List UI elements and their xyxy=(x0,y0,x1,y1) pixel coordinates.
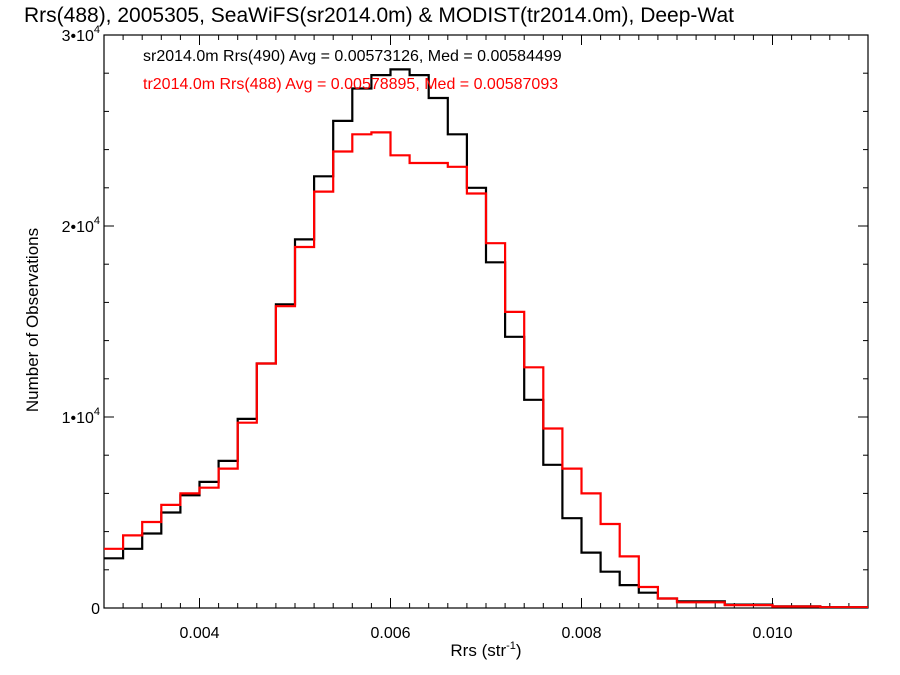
series-2-point xyxy=(255,362,258,365)
series-1-point xyxy=(485,261,487,264)
series-1-point xyxy=(198,481,201,483)
series-1-point xyxy=(427,97,430,99)
x-tick-label: 0.006 xyxy=(370,625,410,642)
series-1-point xyxy=(389,68,392,71)
series-2-point xyxy=(408,162,411,164)
x-tick-label: 0.008 xyxy=(561,625,601,642)
plot-frame xyxy=(103,34,869,609)
series-1-point xyxy=(313,175,315,178)
annotation-2: tr2014.0m Rrs(488) Avg = 0.00578895, Med… xyxy=(143,76,558,93)
chart-title: Rrs(488), 2005305, SeaWiFS(sr2014.0m) & … xyxy=(24,4,734,27)
x-axis-label-superscript: -1 xyxy=(506,640,516,652)
series-2-point xyxy=(504,311,506,313)
x-tick-label: 0.010 xyxy=(752,625,792,642)
series-2-point xyxy=(141,521,144,523)
series-1-point xyxy=(217,460,220,462)
series-2-point xyxy=(236,421,239,424)
series-1-point xyxy=(104,557,105,560)
x-axis-label: Rrs (str-1) xyxy=(450,640,521,660)
series-2-point xyxy=(179,492,182,495)
series-1-point xyxy=(561,517,564,520)
plot-area: 0.004 0.006 0.008 0.01001•1042•1043•104sr20… xyxy=(62,24,869,642)
x-axis-label-close: ) xyxy=(516,641,522,660)
series-1-point xyxy=(523,398,526,401)
series-2-point xyxy=(332,150,335,153)
series-1-point xyxy=(446,133,449,136)
series-2-point xyxy=(275,305,277,308)
series-2-point xyxy=(294,246,296,248)
series-2-point xyxy=(723,604,726,607)
series-2-point xyxy=(819,606,822,608)
series-line-1 xyxy=(104,68,868,608)
series-1-point xyxy=(618,584,621,586)
y-tick-label-exponent: 4 xyxy=(94,215,100,227)
series-2-point xyxy=(160,503,163,506)
series-2-point xyxy=(542,427,545,430)
series-1-point xyxy=(236,418,239,420)
series-1-point xyxy=(542,463,545,466)
y-tick-label-base: 1•10 xyxy=(62,410,94,427)
series-1-point xyxy=(599,570,602,573)
series-2-point xyxy=(618,555,621,558)
y-tick-label: 1•104 xyxy=(62,406,100,427)
y-tick-label: 3•104 xyxy=(62,24,100,45)
series-2-point xyxy=(580,492,583,495)
series-1-point xyxy=(637,591,640,594)
series-2-point xyxy=(427,162,430,164)
y-tick-label-base: 0 xyxy=(91,601,100,618)
series-2-point xyxy=(657,597,659,600)
series-2-point xyxy=(217,467,220,470)
x-axis-label-text: Rrs (str xyxy=(450,641,506,660)
series-2-point xyxy=(370,131,373,134)
y-tick-label-exponent: 4 xyxy=(94,406,100,418)
y-tick-label-exponent: 4 xyxy=(94,24,100,36)
series-2-point xyxy=(676,601,678,604)
series-2-point xyxy=(637,586,640,588)
annotation-1: sr2014.0m Rrs(490) Avg = 0.00573126, Med… xyxy=(143,48,562,65)
series-2-point xyxy=(523,366,526,369)
series-2-point xyxy=(485,242,487,245)
series-2-point xyxy=(599,523,602,525)
x-tick-label: 0.004 xyxy=(179,625,219,642)
series-1-point xyxy=(351,87,354,90)
series-2-point xyxy=(198,486,201,489)
series-1-point xyxy=(294,238,296,241)
series-2-point xyxy=(389,154,392,157)
series-2-point xyxy=(122,534,124,537)
series-1-point xyxy=(580,551,583,554)
series-line-2 xyxy=(104,131,868,608)
series-1-point xyxy=(370,74,373,77)
y-tick-label: 0 xyxy=(91,601,100,618)
y-tick-label-base: 3•10 xyxy=(62,28,94,45)
series-2-point xyxy=(351,133,354,136)
series-1-point xyxy=(332,120,335,122)
series-2-point xyxy=(313,190,315,193)
series-1-point xyxy=(275,303,277,306)
y-tick-label: 2•104 xyxy=(62,215,100,236)
series-2-point xyxy=(771,605,774,608)
series-2-point xyxy=(104,547,105,550)
y-tick-label-base: 2•10 xyxy=(62,219,94,236)
series-2-point xyxy=(466,192,468,195)
series-2-point xyxy=(867,606,868,608)
series-2-point xyxy=(561,467,564,470)
series-1-point xyxy=(408,74,411,77)
series-2-point xyxy=(446,165,449,168)
series-1-point xyxy=(504,335,506,338)
y-axis-label: Number of Observations xyxy=(23,228,42,412)
